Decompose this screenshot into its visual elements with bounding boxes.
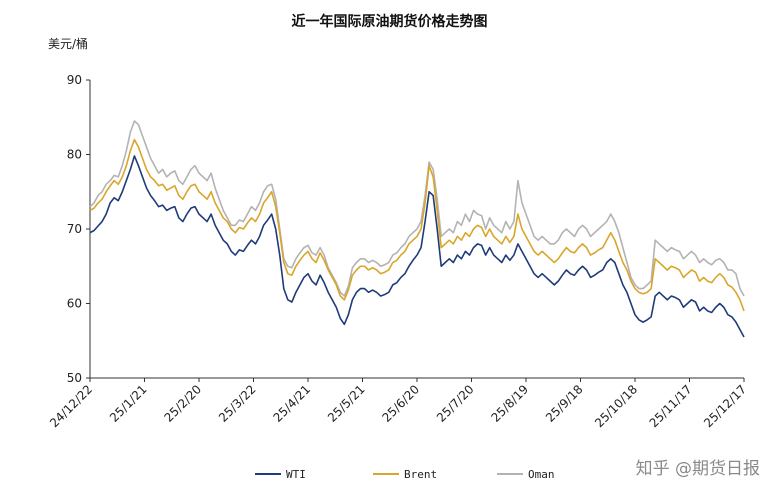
x-tick-label: 24/12/22 bbox=[47, 382, 95, 430]
x-tick-label: 25/1/21 bbox=[107, 382, 150, 425]
x-tick-label: 25/5/21 bbox=[325, 382, 368, 425]
x-tick-label: 25/3/22 bbox=[216, 382, 259, 425]
x-tick-label: 25/11/17 bbox=[647, 382, 695, 430]
x-tick-label: 25/10/18 bbox=[592, 382, 640, 430]
y-tick-label: 50 bbox=[67, 371, 82, 385]
x-tick-label: 25/8/19 bbox=[489, 382, 532, 425]
y-axis-unit-label: 美元/桶 bbox=[48, 36, 88, 51]
legend-label-brent: Brent bbox=[404, 468, 437, 481]
x-tick-label: 25/12/17 bbox=[701, 382, 749, 430]
x-axis: 24/12/22 25/1/21 25/2/20 25/3/22 25/4/21 25/5… bbox=[47, 377, 749, 430]
series-line-oman bbox=[89, 120, 745, 297]
x-tick-label: 25/6/20 bbox=[380, 382, 423, 425]
legend: WTI Brent Oman bbox=[255, 468, 555, 481]
y-tick-label: 90 bbox=[67, 73, 82, 87]
series-layer bbox=[89, 120, 745, 338]
y-tick-label: 60 bbox=[67, 297, 82, 311]
legend-label-wti: WTI bbox=[286, 468, 306, 481]
watermark-text: 知乎 @期货日报 bbox=[636, 459, 760, 479]
x-tick-label: 25/7/20 bbox=[434, 382, 477, 425]
x-tick-label: 25/9/18 bbox=[543, 382, 586, 425]
series-line-wti bbox=[89, 155, 745, 338]
chart-title: 近一年国际原油期货价格走势图 bbox=[292, 13, 488, 30]
legend-label-oman: Oman bbox=[528, 468, 555, 481]
y-tick-label: 70 bbox=[67, 222, 82, 236]
x-tick-label: 25/4/21 bbox=[271, 382, 314, 425]
y-tick-label: 80 bbox=[67, 148, 82, 162]
series-line-brent bbox=[89, 138, 745, 312]
x-tick-label: 25/2/20 bbox=[162, 382, 205, 425]
y-axis: 50 60 70 80 90 bbox=[67, 73, 91, 385]
